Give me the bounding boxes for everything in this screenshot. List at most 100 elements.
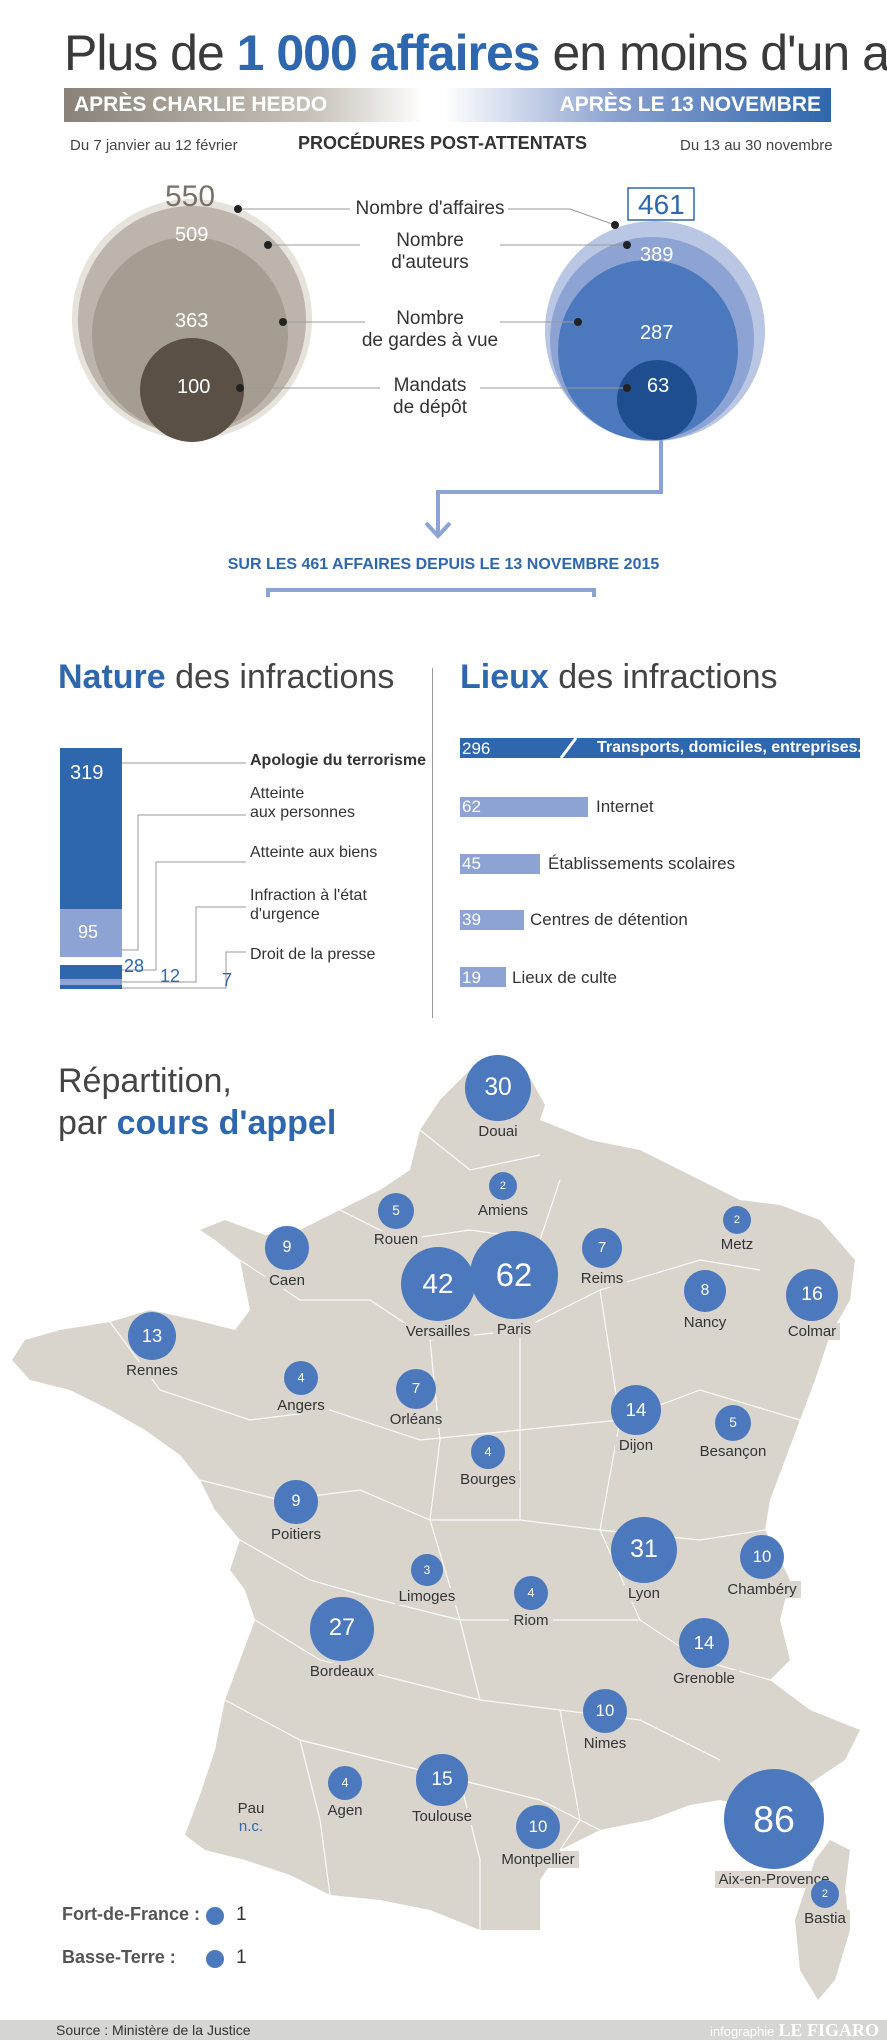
court-bubble-toulouse: 15 xyxy=(416,1754,468,1806)
court-bubble-lyon: 31 xyxy=(610,1516,678,1584)
bubble-left-mandats xyxy=(140,338,244,442)
nature-label-presse: Droit de la presse xyxy=(250,946,376,963)
court-label-lyon: Lyon xyxy=(584,1585,704,1603)
court-label-versailles: Versailles xyxy=(378,1323,498,1341)
nature-value-apologie: 319 xyxy=(70,762,104,784)
court-bubble-riom: 4 xyxy=(513,1575,549,1611)
court-label-nimes: Nimes xyxy=(545,1735,665,1753)
overseas-value-fdf: 1 xyxy=(236,1904,247,1925)
procedures-title: PROCÉDURES POST-ATTENTATS xyxy=(298,133,588,153)
lieux-label-detention: Centres de détention xyxy=(530,910,688,929)
nature-label-apologie: Apologie du terrorisme xyxy=(250,752,427,769)
court-bubble-caen: 9 xyxy=(265,1226,309,1270)
court-label-agen: Agen xyxy=(285,1802,405,1820)
court-bubble-amiens: 2 xyxy=(488,1171,518,1201)
court-bubble-grenoble: 14 xyxy=(679,1618,729,1668)
overseas-label-bt: Basse-Terre : xyxy=(62,1947,176,1967)
court-label-bastia: Bastia xyxy=(765,1910,885,1928)
court-label-grenoble: Grenoble xyxy=(644,1669,764,1687)
court-label-pau: Pau n.c. xyxy=(237,1800,265,1835)
court-label-angers: Angers xyxy=(241,1397,361,1415)
court-label-rennes: Rennes xyxy=(92,1362,212,1380)
court-label-besan-on: Besançon xyxy=(673,1443,793,1461)
value-left-auteurs: 509 xyxy=(175,224,209,246)
court-bubble-chamb-ry: 10 xyxy=(739,1534,785,1580)
court-label-amiens: Amiens xyxy=(443,1202,563,1220)
label-mandats: Mandats de dépôt xyxy=(393,375,467,418)
court-bubble-metz: 2 xyxy=(722,1205,752,1235)
court-label-riom: Riom xyxy=(471,1612,591,1630)
since-caption: SUR LES 461 AFFAIRES DEPUIS LE 13 NOVEMB… xyxy=(227,556,660,573)
lieux-label-scolaires: Établissements scolaires xyxy=(548,854,736,873)
court-bubble-aix-en-provence: 86 xyxy=(724,1769,824,1869)
brand: infographie LE FIGARO xyxy=(709,2020,879,2040)
court-bubble-paris: 62 xyxy=(470,1231,558,1319)
nature-value-presse: 7 xyxy=(222,970,233,990)
court-label-nancy: Nancy xyxy=(645,1313,765,1331)
overseas-dot-bt xyxy=(206,1950,224,1968)
court-bubble-limoges: 3 xyxy=(411,1554,443,1586)
court-bubble-rouen: 5 xyxy=(377,1192,415,1230)
court-bubble-bourges: 4 xyxy=(470,1434,506,1470)
court-bubble-nimes: 10 xyxy=(582,1688,628,1734)
lieux-value-culte: 19 xyxy=(462,968,481,987)
nature-value-personnes: 95 xyxy=(78,922,99,942)
court-label-poitiers: Poitiers xyxy=(236,1525,356,1543)
source-note: Source : Ministère de la Justice xyxy=(56,2022,251,2038)
nature-value-biens: 28 xyxy=(124,956,145,976)
court-label-chamb-ry: Chambéry xyxy=(702,1581,822,1599)
court-label-metz: Metz xyxy=(677,1236,797,1254)
lieux-label-transports: Transports, domiciles, entreprises... xyxy=(597,739,871,756)
court-label-reims: Reims xyxy=(542,1269,662,1287)
map-title: Répartition, par cours d'appel xyxy=(58,1062,337,1142)
nature-stacked-bar xyxy=(60,748,246,989)
court-bubble-besan-on: 5 xyxy=(714,1404,752,1442)
value-right-affaires: 461 xyxy=(638,189,685,220)
label-affaires: Nombre d'affaires xyxy=(355,198,505,219)
nature-value-urgence: 12 xyxy=(160,966,181,986)
overseas-value-bt: 1 xyxy=(236,1947,247,1968)
court-bubble-versailles: 42 xyxy=(400,1246,476,1322)
lieux-bars xyxy=(460,737,860,987)
value-left-gardes: 363 xyxy=(175,310,209,332)
court-bubble-rennes: 13 xyxy=(127,1311,177,1361)
court-label-montpellier: Montpellier xyxy=(478,1851,598,1869)
value-right-auteurs: 389 xyxy=(640,244,674,266)
lieux-label-culte: Lieux de culte xyxy=(512,968,617,987)
label-gardes: Nombre de gardes à vue xyxy=(361,308,499,351)
footer: Source : Ministère de la Justice infogra… xyxy=(0,2020,887,2040)
bubble-right-mandats xyxy=(617,360,697,440)
nature-label-urgence: Infraction à l'état d'urgence xyxy=(250,887,367,923)
lieux-label-internet: Internet xyxy=(596,797,654,816)
band-charlie-hebdo: APRÈS CHARLIE HEBDO xyxy=(64,88,424,122)
lieux-title: Lieux des infractions xyxy=(460,658,778,696)
court-bubble-orl-ans: 7 xyxy=(396,1369,436,1409)
court-label-dijon: Dijon xyxy=(576,1436,696,1454)
lieux-value-transports: 296 xyxy=(462,739,491,758)
court-bubble-bordeaux: 27 xyxy=(310,1597,374,1661)
value-right-gardes: 287 xyxy=(640,322,674,344)
france-shape xyxy=(12,1070,860,1930)
court-bubble-bastia: 2 xyxy=(810,1879,840,1909)
court-bubble-montpellier: 10 xyxy=(515,1804,561,1850)
nature-label-biens: Atteinte aux biens xyxy=(250,844,378,861)
value-left-mandats: 100 xyxy=(177,376,211,398)
court-bubble-douai: 30 xyxy=(465,1055,531,1121)
period-left: Du 7 janvier au 12 février xyxy=(70,137,238,154)
page-title: Plus de 1 000 affaires en moins d'un an xyxy=(64,25,887,81)
court-bubble-agen: 4 xyxy=(327,1765,363,1801)
court-label-orl-ans: Orléans xyxy=(356,1410,476,1428)
label-auteurs: Nombre d'auteurs xyxy=(391,230,469,273)
value-left-affaires: 550 xyxy=(165,180,216,213)
court-bubble-dijon: 14 xyxy=(611,1385,661,1435)
court-label-bordeaux: Bordeaux xyxy=(282,1662,402,1680)
nature-title: Nature des infractions xyxy=(58,658,395,696)
court-bubble-angers: 4 xyxy=(283,1360,319,1396)
period-right: Du 13 au 30 novembre xyxy=(680,137,833,154)
court-bubble-nancy: 8 xyxy=(684,1270,726,1312)
court-label-colmar: Colmar xyxy=(752,1323,872,1341)
overseas-label-fdf: Fort-de-France : xyxy=(62,1904,201,1924)
court-label-douai: Douai xyxy=(438,1122,558,1140)
court-label-paris: Paris xyxy=(454,1320,574,1338)
